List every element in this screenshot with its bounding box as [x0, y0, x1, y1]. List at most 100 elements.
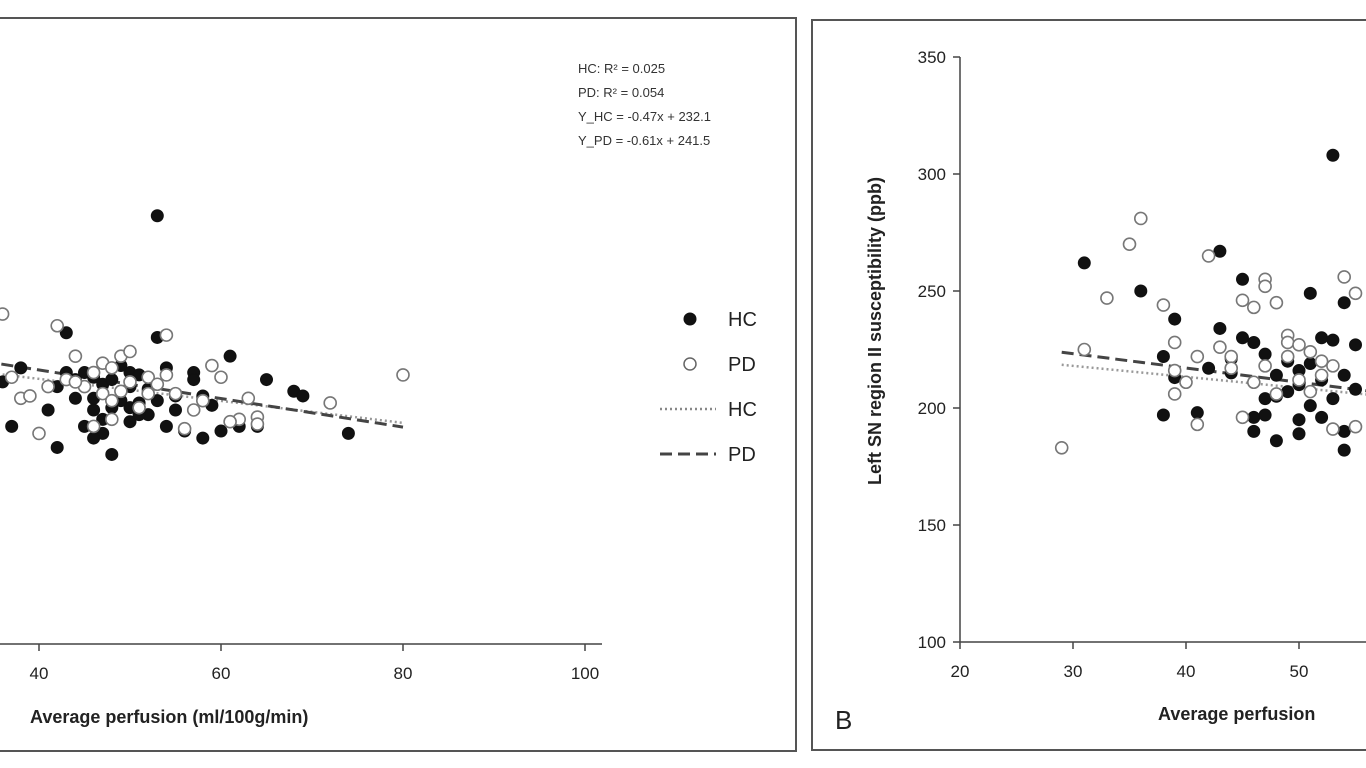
hc-point-a	[105, 447, 119, 461]
y-tick-label-b: 150	[918, 516, 946, 535]
x-tick-label-a: 40	[30, 664, 49, 683]
legend-pd-label: PD	[728, 354, 756, 376]
hc-point-a	[296, 389, 310, 403]
hc-point-b	[1269, 434, 1283, 448]
legend-pd-fit-label: PD	[728, 444, 756, 466]
hc-point-b	[1247, 424, 1261, 438]
hc-point-a	[41, 403, 55, 417]
pd-point-a	[95, 386, 110, 401]
regression-annotations: HC: R² = 0.025 PD: R² = 0.054 Y_HC = -0.…	[578, 61, 711, 148]
hc-point-b	[1156, 408, 1170, 422]
pd-point-b	[1280, 349, 1295, 364]
hc-point-b	[1326, 392, 1340, 406]
pd-point-b	[1167, 363, 1182, 378]
pd-point-a	[223, 414, 237, 429]
hc-point-a	[169, 403, 182, 417]
hc-point-b	[1077, 256, 1091, 270]
r2-hc-annotation: HC: R² = 0.025	[578, 61, 665, 76]
pd-point-a	[114, 384, 128, 399]
x-axis-title-b: Average perfusion	[1158, 704, 1315, 724]
data-points-a	[0, 209, 410, 461]
hc-point-b	[1213, 244, 1227, 258]
legend-hc-label: HC	[728, 309, 757, 331]
pd-point-b	[1224, 349, 1239, 364]
pd-point-b	[1201, 249, 1216, 263]
pd-point-b	[1235, 293, 1250, 308]
hc-point-b	[1337, 443, 1351, 457]
equation-pd-annotation: Y_PD = -0.61x + 241.5	[578, 133, 710, 148]
pd-point-a	[323, 396, 338, 410]
hc-point-a	[50, 440, 64, 454]
hc-point-a	[87, 403, 101, 417]
hc-point-b	[1168, 312, 1182, 326]
hc-point-a	[87, 431, 101, 445]
hc-point-a	[68, 391, 82, 405]
pd-point-a	[41, 379, 55, 394]
x-tick-label-b: 40	[1177, 662, 1196, 681]
pd-point-a	[141, 386, 155, 401]
pd-point-b	[1077, 342, 1092, 357]
x-axis-title-a: Average perfusion (ml/100g/min)	[30, 707, 308, 727]
hc-point-a	[59, 326, 73, 340]
y-axis-title-b: Left SN region II susceptibility (ppb)	[865, 177, 885, 485]
hc-point-b	[1247, 410, 1261, 424]
pd-point-b	[1314, 354, 1329, 369]
pd-point-b	[1292, 373, 1306, 387]
pd-point-b	[1246, 300, 1261, 315]
hc-point-a	[341, 426, 355, 440]
hc-point-a	[196, 431, 210, 445]
pd-point-a	[4, 370, 19, 385]
panel-a: 40 60 80 100 Average perfusion (ml/100g/min…	[0, 17, 797, 752]
pd-point-b	[1133, 211, 1148, 226]
pd-point-a	[196, 393, 210, 408]
hc-point-b	[1326, 148, 1340, 162]
pd-point-a	[68, 349, 83, 363]
pd-point-b	[1269, 295, 1284, 310]
pd-point-a	[241, 391, 256, 406]
pd-point-b	[1190, 417, 1205, 432]
hc-point-a	[14, 361, 28, 375]
pd-point-a	[0, 307, 10, 321]
x-tick-label-b: 50	[1290, 662, 1309, 681]
hc-point-b	[1349, 382, 1362, 396]
y-tick-label-b: 250	[918, 282, 946, 301]
axes-b: 20 30 40 50 100 150 200 250 300 350	[918, 48, 1366, 681]
pd-point-a	[86, 419, 101, 434]
x-tick-label-a: 100	[571, 664, 599, 683]
pd-point-a	[159, 328, 174, 342]
y-tick-label-b: 350	[918, 48, 946, 67]
hc-point-a	[214, 424, 228, 438]
pd-point-b	[1348, 286, 1363, 301]
panel-b: 20 30 40 50 100 150 200 250 300 350 Average perfu…	[811, 19, 1366, 751]
pd-point-b	[1303, 345, 1318, 359]
pd-point-b	[1314, 368, 1329, 383]
hc-point-a	[150, 394, 164, 408]
r2-pd-annotation: PD: R² = 0.054	[578, 85, 664, 100]
hc-point-b	[1315, 410, 1329, 424]
hc-point-b	[1156, 350, 1170, 364]
pd-point-a	[396, 368, 410, 382]
hc-point-a	[150, 209, 164, 223]
pd-point-b	[1246, 375, 1261, 390]
scatter-plot-a: 40 60 80 100 Average perfusion (ml/100g/min…	[0, 61, 757, 727]
scatter-plot-b: 20 30 40 50 100 150 200 250 300 350 Average perfu…	[835, 48, 1366, 735]
hc-point-a	[5, 419, 19, 433]
hc-point-b	[1258, 347, 1272, 361]
pd-point-b	[1292, 338, 1306, 352]
y-tick-label-b: 100	[918, 633, 946, 652]
hc-point-b	[1258, 408, 1272, 422]
pd-point-a	[32, 426, 46, 441]
pd-point-b	[1213, 340, 1227, 354]
pd-point-a	[150, 377, 165, 392]
pd-point-a	[123, 375, 137, 389]
hc-point-b	[1326, 333, 1340, 347]
hc-point-b	[1303, 357, 1317, 371]
pd-point-b	[1258, 359, 1272, 373]
hc-point-a	[223, 349, 237, 363]
hc-point-b	[1247, 335, 1261, 349]
hc-point-a	[187, 373, 201, 387]
legend-hc-marker	[683, 312, 697, 326]
pd-point-b	[1235, 410, 1250, 425]
hc-point-b	[1337, 424, 1351, 438]
pd-point-a	[105, 393, 119, 408]
